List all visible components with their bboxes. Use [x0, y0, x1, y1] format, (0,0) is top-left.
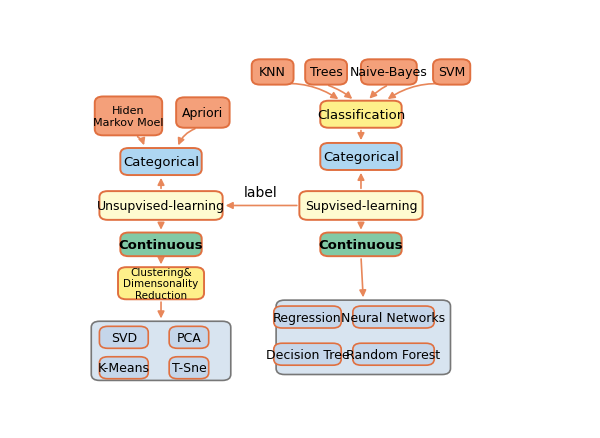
FancyBboxPatch shape: [274, 343, 341, 365]
FancyBboxPatch shape: [274, 306, 341, 328]
Text: Naive-Bayes: Naive-Bayes: [350, 66, 428, 79]
FancyBboxPatch shape: [305, 60, 347, 85]
FancyBboxPatch shape: [121, 148, 202, 176]
Text: Categorical: Categorical: [323, 151, 399, 164]
Text: Unsupvised-learning: Unsupvised-learning: [97, 200, 225, 212]
FancyBboxPatch shape: [252, 60, 293, 85]
FancyBboxPatch shape: [100, 192, 223, 220]
FancyBboxPatch shape: [320, 102, 401, 128]
Text: Neural Networks: Neural Networks: [341, 311, 446, 324]
Text: Clustering&
Dimensonality
Reduction: Clustering& Dimensonality Reduction: [124, 267, 199, 300]
FancyBboxPatch shape: [169, 357, 209, 379]
Text: Apriori: Apriori: [182, 107, 223, 120]
FancyBboxPatch shape: [100, 327, 148, 349]
Text: Categorical: Categorical: [123, 155, 199, 169]
FancyBboxPatch shape: [353, 306, 434, 328]
Text: SVD: SVD: [111, 331, 137, 344]
FancyBboxPatch shape: [433, 60, 470, 85]
FancyBboxPatch shape: [353, 343, 434, 365]
Text: Continuous: Continuous: [119, 238, 203, 251]
FancyBboxPatch shape: [91, 321, 231, 381]
Text: KNN: KNN: [259, 66, 286, 79]
Text: Hiden
Markov Moel: Hiden Markov Moel: [93, 106, 164, 127]
Text: Classification: Classification: [317, 109, 405, 121]
FancyBboxPatch shape: [121, 233, 202, 257]
FancyBboxPatch shape: [118, 268, 204, 300]
FancyBboxPatch shape: [361, 60, 417, 85]
Text: PCA: PCA: [176, 331, 202, 344]
FancyBboxPatch shape: [95, 97, 162, 136]
FancyBboxPatch shape: [100, 357, 148, 379]
Text: Supvised-learning: Supvised-learning: [305, 200, 417, 212]
FancyBboxPatch shape: [320, 233, 401, 257]
Text: Decision Tree: Decision Tree: [266, 348, 349, 361]
Text: Regression: Regression: [273, 311, 342, 324]
Text: Trees: Trees: [310, 66, 343, 79]
FancyBboxPatch shape: [276, 300, 451, 374]
Text: SVM: SVM: [438, 66, 465, 79]
FancyBboxPatch shape: [299, 192, 422, 220]
Text: Continuous: Continuous: [319, 238, 403, 251]
FancyBboxPatch shape: [320, 144, 401, 171]
Text: K-Means: K-Means: [98, 361, 150, 374]
FancyBboxPatch shape: [169, 327, 209, 349]
FancyBboxPatch shape: [176, 98, 230, 128]
Text: label: label: [244, 185, 278, 199]
Text: Random Forest: Random Forest: [346, 348, 440, 361]
Text: T-Sne: T-Sne: [172, 361, 206, 374]
